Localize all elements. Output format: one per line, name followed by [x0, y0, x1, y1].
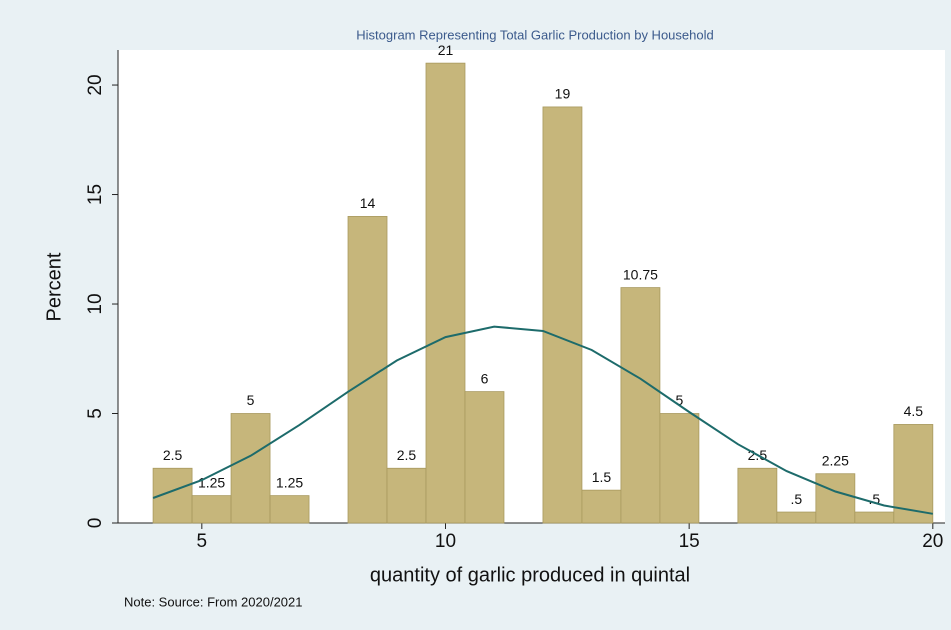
bar: [815, 473, 856, 524]
y-axis-label: Percent: [43, 252, 65, 321]
value-label: 2.25: [822, 452, 849, 468]
y-tick-label: 20: [85, 74, 106, 95]
bar: [854, 511, 895, 524]
y-tick-label: 10: [85, 293, 106, 314]
x-tick-label: 10: [435, 531, 456, 552]
bar: [425, 62, 466, 524]
value-label: .5: [791, 491, 803, 507]
bar: [269, 495, 310, 524]
bar: [776, 511, 817, 524]
x-tick-label: 20: [922, 531, 943, 552]
bar: [737, 467, 778, 524]
value-label: 2.5: [397, 447, 417, 463]
value-label: 5: [676, 392, 684, 408]
bar: [542, 106, 583, 524]
y-tick-label: 0: [85, 518, 106, 529]
x-tick-label: 5: [197, 531, 208, 552]
chart-title: Histogram Representing Total Garlic Prod…: [356, 27, 713, 42]
value-label: 21: [438, 42, 454, 58]
bar: [659, 413, 700, 524]
y-tick-label: 15: [85, 184, 106, 205]
value-label: 2.5: [163, 447, 183, 463]
bar: [893, 424, 934, 524]
x-axis-label: quantity of garlic produced in quintal: [370, 564, 690, 586]
value-label: .5: [868, 491, 880, 507]
note: Note: Source: From 2020/2021: [124, 594, 303, 609]
value-label: 5: [247, 392, 255, 408]
value-label: 10.75: [623, 266, 658, 282]
x-tick-label: 15: [679, 531, 700, 552]
value-label: 4.5: [904, 403, 924, 419]
value-label: 1.5: [592, 469, 612, 485]
y-tick-label: 5: [85, 408, 106, 419]
bar: [347, 216, 388, 524]
density-curve: [152, 325, 933, 515]
value-label: 6: [481, 370, 489, 386]
value-label: 19: [555, 86, 571, 102]
bar: [191, 495, 232, 524]
bar: [620, 287, 661, 524]
bar: [464, 391, 505, 524]
value-label: 1.25: [276, 474, 303, 490]
bar: [386, 467, 427, 524]
value-label: 14: [360, 195, 376, 211]
value-label: 1.25: [198, 474, 225, 490]
bar: [230, 413, 271, 524]
bar: [581, 489, 622, 524]
